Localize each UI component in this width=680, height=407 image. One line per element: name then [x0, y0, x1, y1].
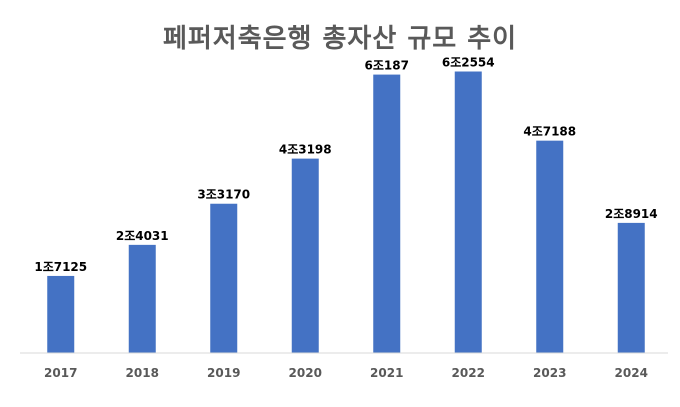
x-tick-label-2017: 2017 [44, 366, 77, 380]
data-label-2018: 2조4031 [116, 229, 169, 243]
bars-group [47, 71, 645, 354]
data-label-2023: 4조7188 [523, 125, 576, 139]
x-tick-label-2024: 2024 [615, 366, 648, 380]
data-label-2022: 6조2554 [442, 56, 495, 70]
data-label-2017: 1조7125 [34, 260, 87, 274]
data-label-2020: 4조3198 [279, 143, 332, 157]
x-tick-label-2022: 2022 [452, 366, 485, 380]
bar-2019 [210, 203, 238, 353]
bar-2023 [536, 140, 564, 353]
x-tick-label-2019: 2019 [207, 366, 240, 380]
bar-2017 [47, 275, 75, 353]
bar-2024 [617, 222, 645, 353]
x-tick-label-2021: 2021 [370, 366, 403, 380]
bar-2020 [291, 158, 319, 353]
x-tick-label-2023: 2023 [533, 366, 566, 380]
x-tick-labels-group: 2017 2018 2019 2020 2021 2022 2023 2024 [44, 366, 648, 380]
bar-2018 [128, 244, 156, 353]
bar-2022 [454, 71, 482, 353]
data-label-2019: 3조3170 [197, 188, 250, 202]
x-tick-label-2020: 2020 [289, 366, 322, 380]
bar-2021 [373, 74, 401, 354]
data-label-2024: 2조8914 [605, 207, 658, 221]
data-label-2021: 6조187 [365, 59, 409, 73]
chart-title: 페퍼저축은행 총자산 규모 추이 [162, 24, 518, 54]
data-labels-group: 1조7125 2조4031 3조3170 4조3198 6조187 6조2554 4조718… [34, 56, 657, 274]
x-tick-label-2018: 2018 [126, 366, 159, 380]
